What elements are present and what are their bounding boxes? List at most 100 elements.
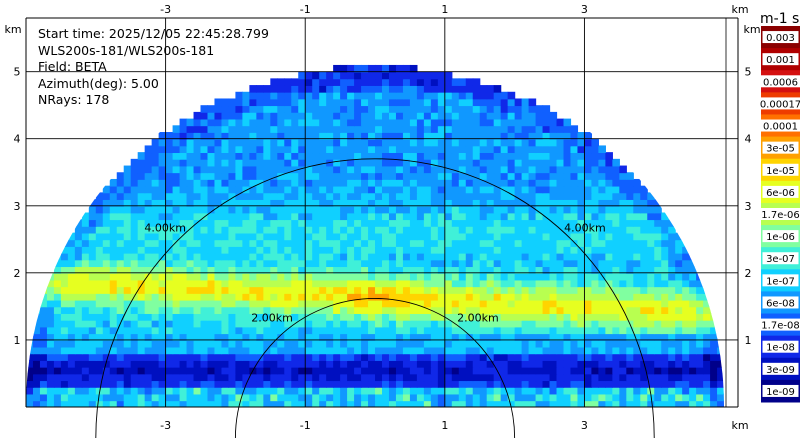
data-cell (451, 373, 460, 382)
data-cell (130, 246, 139, 254)
data-cell (465, 205, 474, 214)
data-cell (577, 178, 586, 187)
data-cell (626, 185, 634, 194)
data-cell (179, 178, 188, 187)
data-cell (444, 172, 453, 180)
data-cell (605, 380, 613, 388)
data-cell (584, 366, 593, 375)
data-cell (116, 225, 125, 234)
data-cell (430, 71, 439, 80)
data-cell (270, 132, 278, 140)
data-cell (395, 366, 404, 375)
data-cell (507, 98, 516, 107)
data-cell (165, 152, 174, 160)
data-cell (298, 386, 306, 395)
data-cell (521, 319, 530, 328)
data-cell (305, 339, 313, 348)
data-cell (172, 366, 181, 375)
data-cell (647, 292, 655, 301)
data-cell (633, 333, 641, 341)
data-cell (528, 185, 537, 194)
data-cell (423, 299, 432, 308)
data-cell (382, 299, 390, 308)
data-cell (368, 158, 376, 167)
data-cell (165, 346, 174, 355)
data-cell (388, 132, 397, 140)
data-cell (563, 386, 572, 395)
data-cell (654, 360, 662, 368)
data-cell (409, 279, 418, 288)
data-cell (402, 158, 411, 167)
data-cell (500, 125, 509, 133)
data-cell (158, 400, 167, 407)
data-cell (570, 239, 579, 247)
data-cell (710, 373, 718, 382)
data-cell (319, 178, 327, 187)
data-cell (640, 292, 648, 301)
data-cell (109, 266, 118, 274)
data-cell (451, 286, 460, 294)
data-cell (249, 239, 257, 247)
data-cell (500, 105, 509, 113)
data-cell (340, 400, 348, 407)
data-cell (507, 360, 516, 368)
data-cell (542, 252, 551, 261)
data-cell (472, 279, 481, 288)
data-cell (291, 346, 299, 355)
data-cell (172, 232, 181, 241)
data-cell (486, 158, 495, 167)
data-cell (416, 353, 425, 361)
data-cell (26, 386, 34, 395)
data-cell (319, 199, 327, 207)
data-cell (395, 246, 404, 254)
data-cell (444, 279, 453, 288)
data-cell (612, 172, 620, 180)
data-cell (312, 339, 320, 348)
data-cell (493, 339, 502, 348)
data-cell (144, 292, 153, 301)
data-cell (67, 346, 76, 355)
data-cell (333, 380, 341, 388)
data-cell (661, 246, 669, 254)
data-cell (39, 319, 48, 328)
data-cell (340, 333, 348, 341)
data-cell (444, 145, 453, 154)
data-cell (172, 172, 181, 180)
data-cell (298, 333, 306, 341)
data-cell (123, 326, 132, 335)
data-cell (165, 219, 174, 227)
data-cell (626, 333, 634, 341)
data-cell (95, 313, 104, 321)
data-cell (60, 292, 69, 301)
data-cell (647, 239, 655, 247)
data-cell (67, 232, 76, 241)
data-cell (242, 232, 250, 241)
data-cell (312, 125, 320, 133)
data-cell (563, 145, 572, 154)
data-cell (521, 138, 530, 147)
data-cell (123, 165, 132, 174)
data-cell (584, 279, 593, 288)
data-cell (375, 393, 383, 402)
data-cell (584, 172, 593, 180)
data-cell (284, 125, 292, 133)
data-cell (633, 386, 641, 395)
data-cell (340, 98, 348, 107)
data-cell (423, 205, 432, 214)
data-cell (493, 286, 502, 294)
data-cell (514, 292, 523, 301)
data-cell (151, 353, 160, 361)
data-cell (221, 205, 230, 214)
data-cell (647, 346, 655, 355)
data-cell (88, 400, 97, 407)
data-cell (416, 78, 425, 86)
data-cell (598, 380, 606, 388)
data-cell (242, 172, 250, 180)
data-cell (368, 239, 376, 247)
data-cell (416, 266, 425, 274)
data-cell (612, 272, 620, 281)
data-cell (32, 353, 41, 361)
data-cell (347, 118, 355, 127)
data-cell (584, 212, 593, 221)
data-cell (710, 380, 718, 388)
